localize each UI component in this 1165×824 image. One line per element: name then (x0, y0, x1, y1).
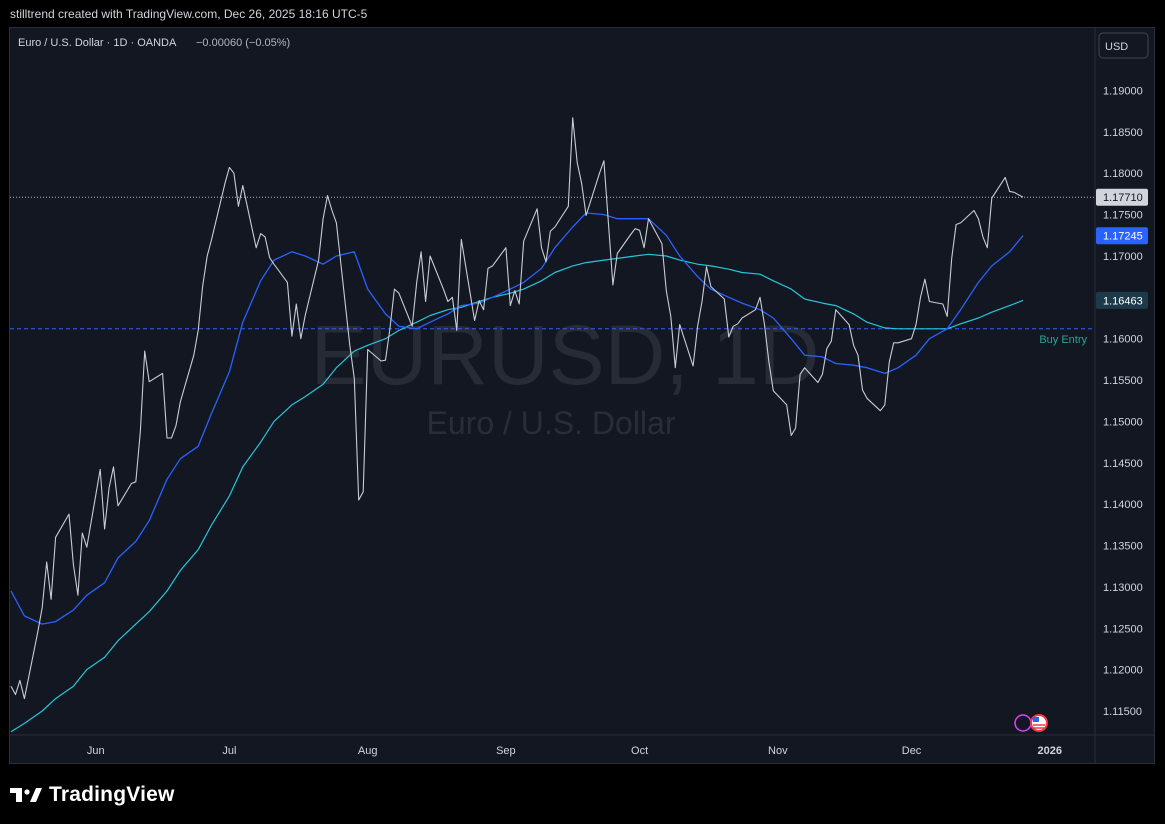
y-tick-label: 1.12500 (1103, 623, 1143, 635)
lines-layer: Buy Entry (10, 117, 1095, 733)
axis-layer: 1.11500 1.12000 1.12500 1.13000 1.13500 1.140… (87, 86, 1143, 758)
chart-header: stilltrend created with TradingView.com,… (10, 6, 367, 22)
ma-slow-badge: 1.16463 (1103, 295, 1143, 307)
labels-layer: 1.17710 1.17245 1.16463 (1096, 188, 1148, 309)
series-ma-fast (10, 212, 1024, 625)
y-tick-label: 1.19000 (1103, 86, 1143, 98)
ma-slow-badge-box (1096, 291, 1148, 309)
watermark-name: Euro / U.S. Dollar (427, 405, 676, 441)
y-tick-label: 1.14000 (1103, 499, 1143, 511)
y-tick-label: 1.15500 (1103, 375, 1143, 387)
x-tick-label: Oct (631, 745, 648, 757)
event-icons[interactable] (1014, 714, 1048, 732)
chart-change: −0.00060 (−0.05%) (196, 37, 290, 49)
tradingview-logo-icon (10, 788, 42, 802)
currency-button-box[interactable] (1098, 32, 1149, 59)
x-tick-label: Aug (358, 745, 378, 757)
footer: TradingView (10, 782, 175, 808)
price-chart[interactable]: EURUSD, 1D Euro / U.S. Dollar Euro / U.S… (10, 28, 1154, 763)
x-tick-label: 2026 (1038, 745, 1062, 757)
chart-title: Euro / U.S. Dollar · 1D · OANDA (18, 37, 177, 49)
ma-fast-badge: 1.17245 (1103, 231, 1143, 243)
watermark-symbol: EURUSD, 1D (311, 308, 820, 402)
currency-button[interactable]: USD (1105, 41, 1128, 53)
y-tick-label: 1.14500 (1103, 458, 1143, 470)
last-price-badge: 1.17710 (1103, 192, 1143, 204)
x-tick-label: Dec (902, 745, 922, 757)
y-tick-label: 1.13000 (1103, 582, 1143, 594)
x-tick-label: Nov (768, 745, 788, 757)
y-tick-label: 1.17500 (1103, 210, 1143, 222)
series-ma-slow (10, 253, 1024, 733)
y-tick-label: 1.11500 (1103, 706, 1142, 718)
y-tick-label: 1.17000 (1103, 251, 1143, 263)
y-tick-label: 1.18000 (1103, 168, 1143, 180)
y-tick-label: 1.15000 (1103, 416, 1143, 428)
last-price-badge-box (1096, 188, 1148, 206)
ma-fast-badge-box (1096, 227, 1148, 245)
chart-frame: EURUSD, 1D Euro / U.S. Dollar Euro / U.S… (9, 27, 1155, 764)
footer-brand: TradingView (49, 783, 175, 806)
y-tick-label: 1.12000 (1103, 665, 1143, 677)
buy-entry-label: Buy Entry (1039, 334, 1087, 346)
series-price (10, 117, 1024, 700)
lightning-icon[interactable] (1014, 714, 1032, 732)
y-tick-label: 1.16000 (1103, 334, 1143, 346)
y-tick-label: 1.18500 (1103, 127, 1143, 139)
header-text: stilltrend created with TradingView.com,… (10, 7, 368, 21)
y-tick-label: 1.13500 (1103, 541, 1143, 553)
x-tick-label: Jul (222, 745, 236, 757)
x-tick-label: Sep (496, 745, 516, 757)
x-tick-label: Jun (87, 745, 105, 757)
